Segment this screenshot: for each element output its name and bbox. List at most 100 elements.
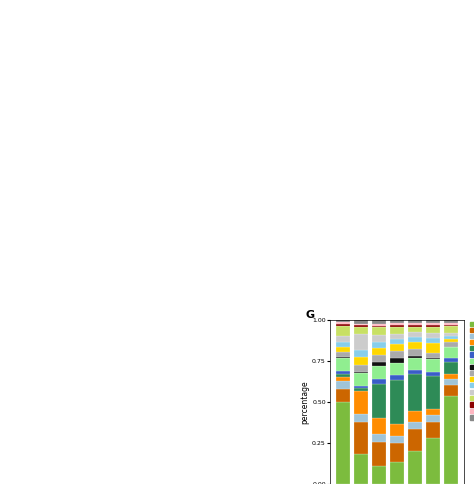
Bar <box>354 374 368 386</box>
Bar <box>354 422 368 454</box>
Bar <box>426 333 440 338</box>
Bar <box>390 358 404 363</box>
Bar <box>354 334 368 350</box>
Bar <box>444 374 458 379</box>
Bar <box>426 343 440 353</box>
Bar <box>354 391 368 414</box>
Bar <box>336 347 350 352</box>
Bar <box>354 325 368 327</box>
Bar <box>336 381 350 389</box>
Bar <box>408 327 422 332</box>
Bar <box>408 349 422 356</box>
Bar <box>426 353 440 358</box>
Y-axis label: percentage: percentage <box>301 380 310 424</box>
Bar <box>426 438 440 484</box>
Bar <box>372 335 386 342</box>
Bar <box>336 335 350 342</box>
Bar <box>444 336 458 339</box>
Bar <box>336 402 350 484</box>
Bar <box>426 358 440 359</box>
Bar <box>390 443 404 462</box>
Bar <box>444 326 458 333</box>
Bar <box>354 358 368 364</box>
Bar <box>408 337 422 343</box>
Bar <box>408 411 422 422</box>
Bar <box>426 408 440 415</box>
Bar <box>336 342 350 347</box>
Bar <box>372 324 386 326</box>
Bar <box>336 352 350 357</box>
Bar <box>372 418 386 434</box>
Bar <box>372 366 386 379</box>
Bar <box>408 429 422 451</box>
Bar <box>426 415 440 422</box>
Bar <box>444 379 458 385</box>
Bar <box>426 338 440 343</box>
Bar <box>444 325 458 326</box>
Bar <box>426 327 440 333</box>
Bar <box>372 327 386 335</box>
Bar <box>426 325 440 327</box>
Bar <box>372 342 386 348</box>
Bar <box>408 422 422 429</box>
Bar <box>372 348 386 355</box>
Bar <box>444 359 458 362</box>
Bar <box>336 371 350 374</box>
Bar <box>408 358 422 370</box>
Bar <box>336 324 350 326</box>
Bar <box>390 424 404 436</box>
Bar <box>444 348 458 359</box>
Bar <box>372 466 386 484</box>
Bar <box>444 385 458 396</box>
Bar <box>372 384 386 418</box>
Bar <box>408 356 422 358</box>
Bar <box>426 320 440 323</box>
Bar <box>444 362 458 374</box>
Text: G: G <box>306 310 315 320</box>
Bar <box>336 378 350 381</box>
Bar <box>408 370 422 374</box>
Bar <box>354 386 368 388</box>
Bar <box>444 333 458 336</box>
Bar <box>426 359 440 373</box>
Bar <box>390 339 404 344</box>
Bar <box>354 320 368 324</box>
Bar <box>390 325 404 327</box>
Bar <box>408 320 422 323</box>
Bar <box>426 376 440 408</box>
Bar <box>390 333 404 339</box>
Bar <box>354 350 368 358</box>
Bar <box>354 414 368 422</box>
Bar <box>444 339 458 342</box>
Bar <box>390 320 404 323</box>
Bar <box>408 343 422 349</box>
Bar <box>390 380 404 424</box>
Bar <box>408 332 422 337</box>
Bar <box>354 454 368 484</box>
Bar <box>408 451 422 484</box>
Bar <box>390 462 404 484</box>
Bar <box>408 325 422 327</box>
Bar <box>336 322 350 324</box>
Bar <box>444 342 458 347</box>
Bar <box>444 320 458 323</box>
Bar <box>426 422 440 438</box>
Bar <box>336 389 350 402</box>
Bar <box>426 323 440 325</box>
Bar <box>390 375 404 380</box>
Bar <box>408 374 422 411</box>
Legend: Fibroblasts I, Macrophages, Endothelial, Monocyte I, Myofibroblasts, B cells, Fi: Fibroblasts I, Macrophages, Endothelial,… <box>469 321 474 421</box>
Bar <box>336 374 350 378</box>
Bar <box>354 324 368 325</box>
Bar <box>390 436 404 443</box>
Bar <box>426 373 440 376</box>
Bar <box>408 323 422 325</box>
Bar <box>372 355 386 363</box>
Bar <box>336 320 350 322</box>
Bar <box>372 320 386 324</box>
Bar <box>372 434 386 441</box>
Bar <box>354 364 368 372</box>
Bar <box>372 363 386 366</box>
Bar <box>336 357 350 358</box>
Bar <box>390 327 404 333</box>
